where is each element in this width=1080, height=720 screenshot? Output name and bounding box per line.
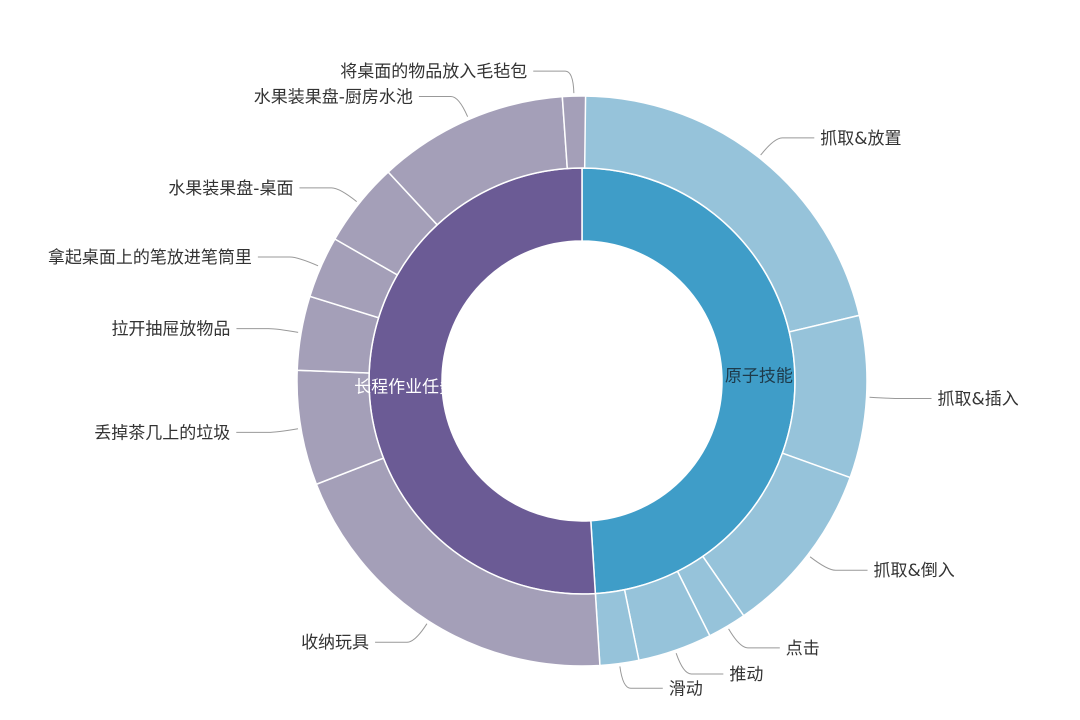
outer-label: 拿起桌面上的笔放进笔筒里: [48, 247, 252, 268]
outer-label: 抓取&插入: [938, 390, 1019, 410]
leader-line: [375, 623, 428, 643]
leader-line: [418, 95, 469, 117]
outer-label: 抓取&放置: [820, 129, 901, 149]
leader-line: [236, 328, 299, 333]
leader-line: [257, 256, 319, 267]
leader-line: [533, 70, 575, 94]
inner-label: 原子技能: [725, 366, 793, 386]
outer-segment[interactable]: [561, 95, 587, 170]
outer-label: 点击: [786, 639, 820, 659]
leader-line: [236, 428, 299, 433]
outer-label: 收纳玩具: [301, 633, 369, 653]
outer-label: 水果装果盘-厨房水池: [254, 87, 413, 107]
outer-segment[interactable]: [781, 314, 868, 479]
leader-line: [299, 187, 357, 203]
outer-label: 水果装果盘-桌面: [168, 179, 293, 199]
inner-label: 长程作业任务: [354, 378, 456, 398]
outer-label: 将桌面的物品放入毛毡包: [340, 62, 527, 82]
outer-label: 拉开抽屉放物品: [111, 320, 230, 340]
outer-label: 推动: [729, 665, 763, 685]
leader-line: [809, 556, 868, 571]
outer-label: 滑动: [669, 679, 703, 699]
leader-line: [619, 666, 663, 689]
leader-line: [869, 396, 932, 400]
leader-line: [760, 137, 815, 156]
leader-line: [728, 628, 780, 649]
outer-label: 丢掉茶几上的垃圾: [94, 423, 230, 443]
outer-label: 抓取&倒入: [874, 561, 955, 581]
leader-line: [675, 653, 724, 675]
